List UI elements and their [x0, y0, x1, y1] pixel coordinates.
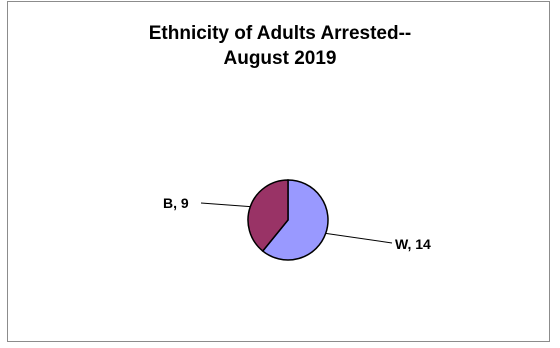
- chart-frame: [7, 1, 550, 342]
- leader-line-w: [325, 232, 393, 244]
- pie-slice-b: [247, 179, 289, 253]
- chart-title-line-2: August 2019: [223, 48, 337, 69]
- slice-label-w: W, 14: [395, 236, 431, 252]
- chart-title-line-1: Ethnicity of Adults Arrested--: [148, 23, 412, 44]
- leader-line-b: [200, 202, 251, 208]
- slice-label-b: B, 9: [163, 195, 189, 211]
